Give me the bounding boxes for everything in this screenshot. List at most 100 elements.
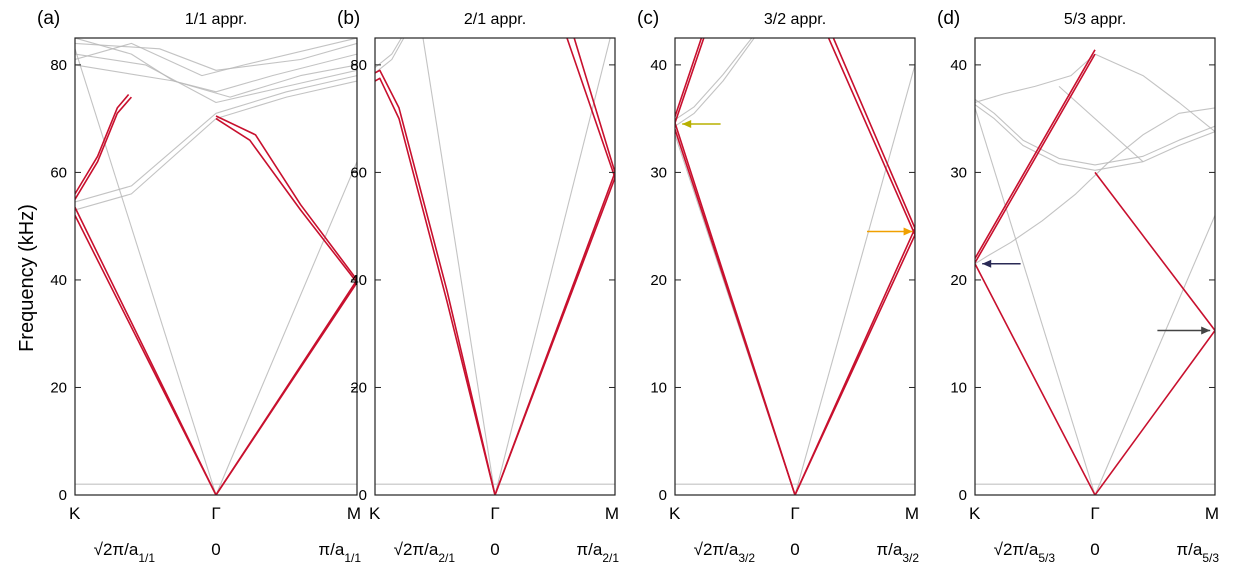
- k-value-label: π/a5/3: [1176, 540, 1219, 564]
- k-value-label: √2π/a5/3: [994, 540, 1056, 564]
- highlight-band-line: [215, 279, 357, 495]
- background-band-line: [75, 48, 217, 495]
- y-tick-label: 20: [350, 379, 367, 396]
- highlight-band-line: [75, 96, 133, 200]
- background-band-line: [75, 75, 357, 203]
- background-band-line: [675, 38, 755, 127]
- arrow-head: [903, 227, 913, 236]
- background-band-line: [215, 161, 357, 495]
- highlight-band-line: [975, 49, 1096, 259]
- k-value-label: √2π/a2/1: [394, 540, 456, 564]
- k-point-label: K: [969, 504, 981, 523]
- background-band-line: [975, 107, 1215, 265]
- background-band-line: [794, 64, 915, 495]
- highlight-band-line: [215, 115, 357, 281]
- highlight-band-line: [1094, 171, 1215, 331]
- k-value-label: 0: [1090, 540, 1099, 559]
- background-band-line: [75, 38, 357, 93]
- panel-a: 0 20 40 60 80 (a) 1/1 appr. K √2π/a1/1 Γ 0 Mπ/a1/1: [37, 8, 361, 564]
- y-tick-label: 0: [659, 487, 667, 504]
- series-group: [675, 38, 915, 495]
- annotation-arrow: [867, 227, 913, 236]
- series-group: [975, 49, 1215, 495]
- y-tick-label: 10: [650, 379, 667, 396]
- arrow-head: [682, 120, 692, 129]
- y-tick-label: 40: [950, 57, 967, 74]
- y-tick-label: 30: [650, 164, 667, 181]
- annotation-arrow: [682, 120, 721, 129]
- background-band-line: [75, 42, 357, 71]
- k-point-label: Γ: [211, 504, 220, 523]
- k-point-label: K: [69, 504, 81, 523]
- y-axis-label: Frequency (kHz): [16, 204, 38, 352]
- k-value-label: 0: [790, 540, 799, 559]
- y-tick-label: 80: [350, 57, 367, 74]
- y-tick-label: 20: [50, 379, 67, 396]
- background-band-line: [975, 53, 1096, 104]
- y-tick-label: 40: [650, 57, 667, 74]
- highlight-band-line: [827, 38, 915, 236]
- background-band-line: [422, 38, 496, 495]
- highlight-band-line: [1094, 330, 1215, 495]
- k-point-label: K: [369, 504, 381, 523]
- panel-c: 0 10 20 30 40 (c) 3/2 appr. K √2π/a3/2 Γ 0 Mπ/a3/2: [637, 8, 919, 564]
- plot-frame: [674, 37, 916, 496]
- background-band-line: [375, 38, 405, 74]
- y-tick-label: 0: [359, 487, 367, 504]
- annotation-arrow: [982, 259, 1021, 268]
- k-point-label: M: [605, 504, 619, 523]
- highlight-band-line: [794, 227, 915, 495]
- k-value-label: π/a1/1: [318, 540, 361, 564]
- background-band-line: [75, 38, 357, 77]
- k-value-label: 0: [490, 540, 499, 559]
- k-value-label: 0: [211, 540, 220, 559]
- panel-title: 2/1 appr.: [464, 11, 526, 28]
- background-band-line: [975, 104, 1215, 171]
- highlight-band-line: [75, 93, 130, 195]
- background-band-line: [1058, 85, 1144, 163]
- y-tick-label: 80: [50, 57, 67, 74]
- k-point-label: M: [905, 504, 919, 523]
- panel-title: 1/1 appr.: [185, 11, 247, 28]
- y-tick-label: 60: [350, 164, 367, 181]
- highlight-band-line: [975, 263, 1096, 495]
- y-tick-label: 10: [950, 379, 967, 396]
- y-tick-label: 60: [50, 164, 67, 181]
- background-band-line: [975, 107, 1096, 495]
- background-band-line: [1094, 215, 1215, 495]
- highlight-band-line: [832, 38, 915, 229]
- panel-letter: (d): [937, 8, 960, 29]
- k-value-label: π/a3/2: [876, 540, 919, 564]
- background-band-line: [1094, 53, 1215, 133]
- highlight-band-line: [566, 38, 615, 179]
- k-value-label: √2π/a3/2: [694, 540, 756, 564]
- arrow-head: [982, 259, 992, 268]
- k-point-label: Γ: [790, 504, 799, 523]
- y-tick-label: 20: [950, 272, 967, 289]
- highlight-band-line: [675, 122, 796, 495]
- k-value-label: √2π/a1/1: [94, 540, 156, 564]
- highlight-band-line: [375, 69, 496, 495]
- k-point-label: M: [1205, 504, 1219, 523]
- series-group: [75, 38, 357, 495]
- background-band-line: [975, 98, 1215, 166]
- highlight-band-line: [375, 77, 496, 495]
- panel-title: 3/2 appr.: [764, 11, 826, 28]
- panel-letter: (b): [337, 8, 360, 29]
- annotation-arrow: [1157, 326, 1211, 335]
- highlight-band-line: [975, 53, 1096, 264]
- background-band-line: [675, 38, 753, 121]
- arrow-head: [1201, 326, 1211, 335]
- plot-frame: [374, 37, 616, 496]
- panels: 0 20 40 60 80 (a) 1/1 appr. K √2π/a1/1 Γ 0 Mπ/a1/1 0…: [37, 8, 1219, 564]
- y-tick-label: 0: [959, 487, 967, 504]
- background-band-line: [375, 38, 402, 69]
- panel-letter: (a): [37, 8, 60, 29]
- highlight-band-line: [675, 38, 705, 124]
- y-tick-label: 0: [59, 487, 67, 504]
- highlight-band-line: [215, 117, 357, 284]
- k-point-label: Γ: [490, 504, 499, 523]
- background-band-line: [494, 38, 611, 495]
